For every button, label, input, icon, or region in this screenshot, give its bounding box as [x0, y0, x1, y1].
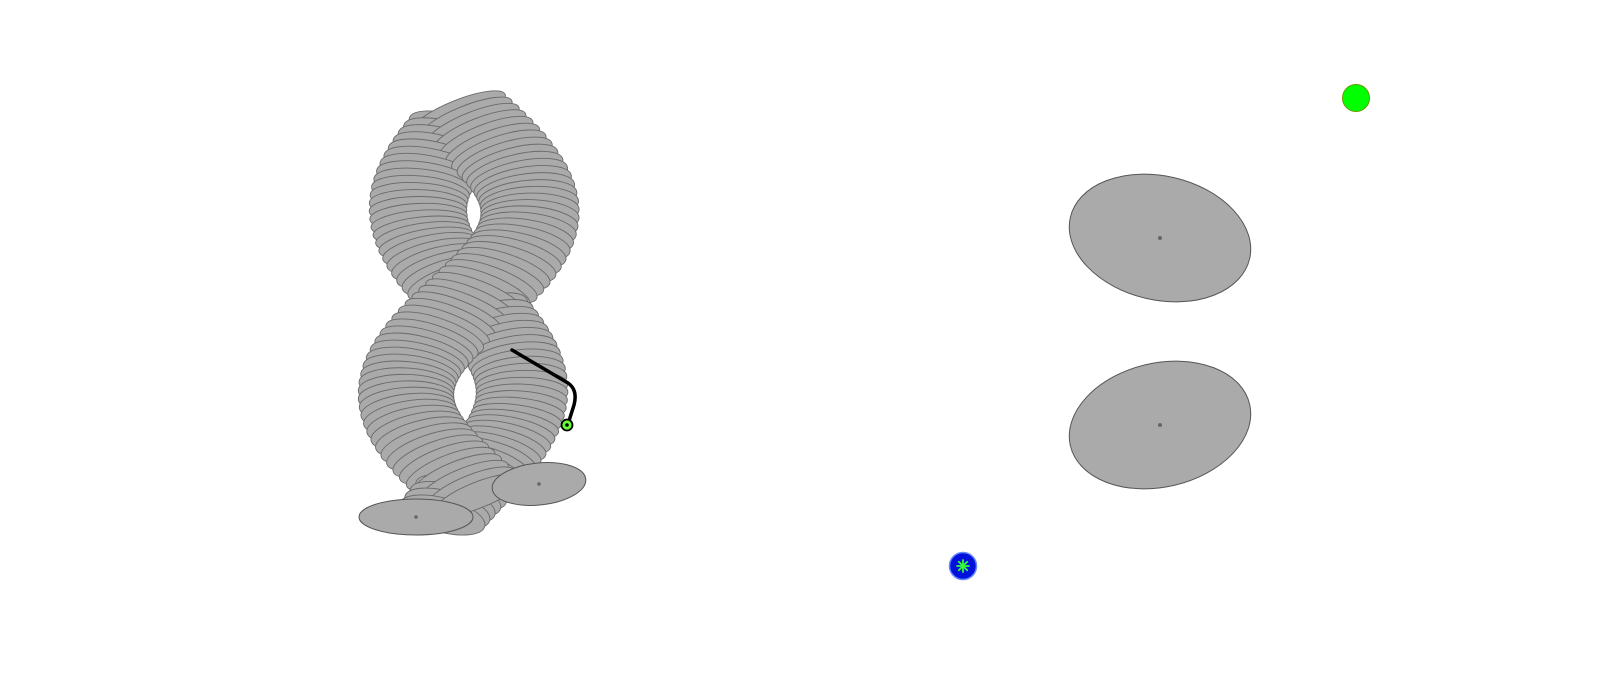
asterisk-icon — [956, 559, 970, 573]
cross-section-bottom-center-dot — [1158, 423, 1162, 427]
reset-button[interactable] — [948, 551, 978, 581]
tether-handle-core — [565, 423, 569, 427]
tether[interactable] — [510, 348, 577, 432]
strand-b-center-dot — [537, 482, 541, 486]
tether-cable — [510, 348, 577, 426]
strand-a-center-dot — [414, 515, 418, 519]
cross-section-bottom[interactable] — [1056, 344, 1263, 506]
cross-section-top[interactable] — [1056, 157, 1263, 319]
cross-section-top-center-dot — [1158, 236, 1162, 240]
strand-bottom-caps — [358, 462, 587, 536]
start-button[interactable] — [1342, 84, 1370, 112]
